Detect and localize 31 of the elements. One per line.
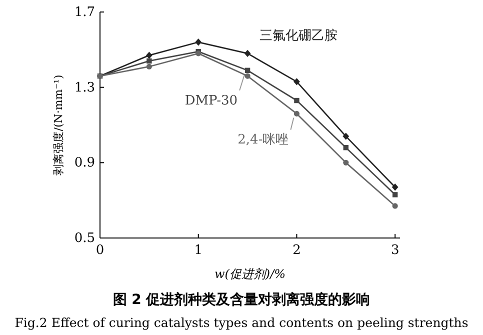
y-axis-title: 剥离强度/(N·mm⁻¹) — [52, 74, 65, 176]
x-tick-label: 1 — [194, 243, 202, 258]
point — [392, 184, 398, 191]
point — [244, 68, 250, 73]
x-tick-label: 0 — [96, 243, 104, 258]
series-label: 2,4-咪唑 — [238, 132, 289, 148]
y-tick-label: 0.5 — [74, 231, 95, 246]
point — [392, 192, 398, 198]
point — [294, 78, 300, 86]
point — [146, 58, 152, 64]
text: 图 2 促进剂种类及含量对剥离强度的影响 — [112, 291, 370, 308]
x-tick-label: 2 — [292, 243, 301, 258]
text: Fig.2 Effect of curing catalysts types and contents on peeling strengths — [14, 315, 468, 330]
point — [343, 145, 348, 150]
y-tick-label: 0.9 — [74, 156, 95, 171]
series-label: DMP-30 — [184, 93, 238, 108]
y-tick-label: 1.7 — [74, 5, 95, 20]
point — [294, 110, 300, 116]
point — [195, 38, 202, 46]
point — [244, 50, 251, 58]
point — [146, 64, 152, 70]
y-tick-label: 1.3 — [74, 80, 95, 96]
point — [146, 52, 152, 59]
point — [342, 132, 350, 140]
x-axis-title: w(促进剂)/% — [214, 267, 286, 281]
point — [343, 160, 349, 166]
series-label: 三氟化硼乙胺 — [260, 28, 338, 44]
point — [294, 98, 300, 104]
x-tick-label: 3 — [390, 243, 400, 258]
point — [244, 73, 250, 79]
point — [392, 203, 398, 209]
